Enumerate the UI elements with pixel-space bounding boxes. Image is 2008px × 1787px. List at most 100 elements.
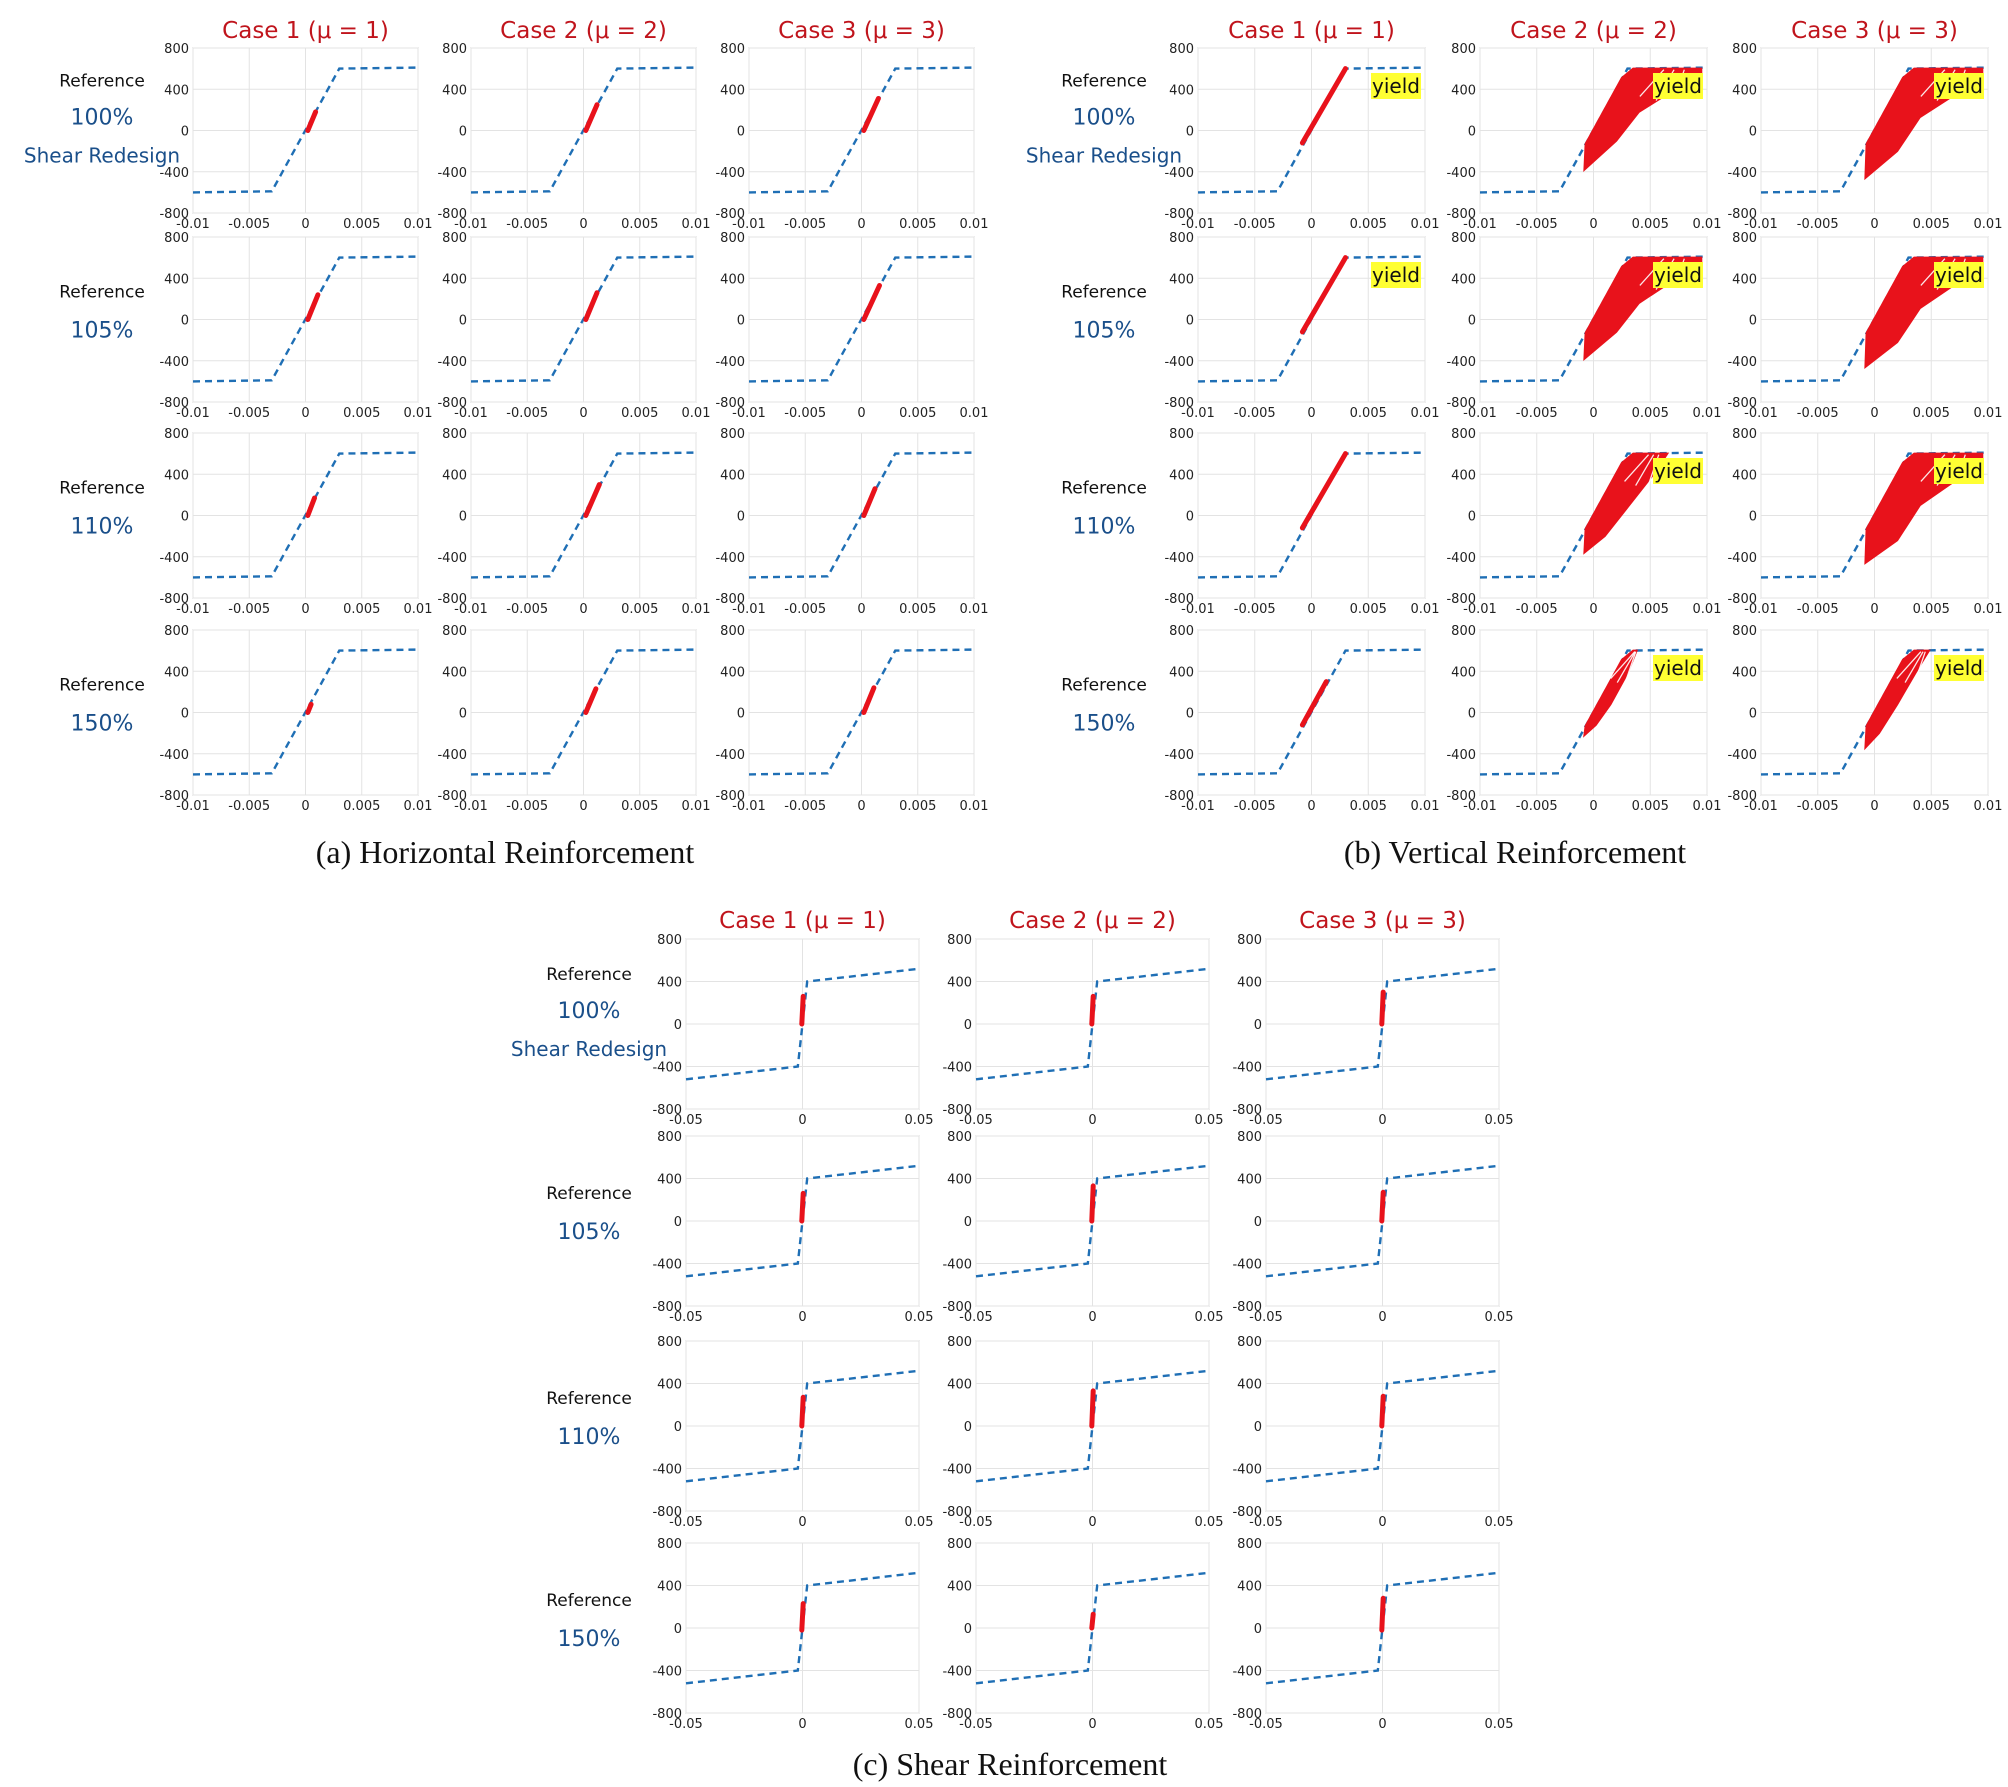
yield-label: yield	[1935, 263, 1983, 287]
response-line	[1089, 1388, 1096, 1429]
subplot: 800 400 0 -400 -800-0.05 0 0.05	[652, 1335, 933, 1530]
y-tick-label: -800	[652, 1103, 682, 1118]
x-tick-label: -0.01	[732, 799, 766, 814]
subplot: 800 400 0 -400 -800-0.01 -0.005 0 0.005 0.01	[437, 42, 710, 232]
x-tick-label: 0	[1307, 799, 1315, 814]
row-label-percent: 110%	[558, 1425, 621, 1450]
y-tick-label: -800	[1164, 592, 1194, 607]
x-tick-label: -0.05	[669, 1113, 703, 1128]
y-tick-label: -800	[1727, 396, 1757, 411]
x-tick-label: 0.01	[960, 406, 989, 421]
y-tick-label: 800	[1169, 427, 1194, 442]
y-tick-label: 0	[1749, 510, 1757, 525]
y-tick-label: -400	[1727, 355, 1757, 370]
x-tick-label: -0.05	[669, 1515, 703, 1530]
y-tick-label: 400	[164, 83, 189, 98]
x-tick-label: 0.01	[682, 602, 711, 617]
y-tick-label: -400	[715, 551, 745, 566]
y-tick-label: 800	[1451, 427, 1476, 442]
y-tick-label: 400	[657, 1378, 682, 1393]
x-tick-label: 0.005	[621, 602, 658, 617]
y-tick-label: -400	[715, 166, 745, 181]
row-label-reference: Reference	[1061, 283, 1147, 303]
y-tick-label: 800	[164, 624, 189, 639]
y-tick-label: 400	[947, 1173, 972, 1188]
subplot: 800 400 0 -400 -800-0.01 -0.005 0 0.005 0.01	[159, 427, 432, 617]
y-tick-label: -800	[159, 396, 189, 411]
row-label-reference: Reference	[59, 479, 145, 499]
x-tick-label: 0.01	[1693, 799, 1722, 814]
row-label-percent: 150%	[71, 712, 134, 737]
response-line	[1379, 1393, 1386, 1429]
response-line	[305, 109, 319, 133]
y-tick-label: 0	[964, 1622, 972, 1637]
x-tick-label: -0.01	[176, 406, 210, 421]
x-tick-label: 0.05	[905, 1515, 934, 1530]
y-tick-label: 400	[947, 976, 972, 991]
panel-caption: (a) Horizontal Reinforcement	[316, 834, 695, 870]
y-tick-label: 800	[1237, 1335, 1262, 1350]
y-tick-label: -800	[1232, 1300, 1262, 1315]
x-tick-label: 0.01	[404, 602, 433, 617]
response-line	[861, 96, 881, 133]
response-line	[799, 993, 806, 1027]
x-tick-label: 0	[857, 799, 865, 814]
subplot: 800 400 0 -400 -800-0.01 -0.005 0 0.005 0.01	[715, 231, 988, 421]
x-tick-label: 0.01	[404, 799, 433, 814]
x-tick-label: 0.01	[1693, 406, 1722, 421]
envelope-line	[1265, 1164, 1500, 1278]
y-tick-label: -800	[1232, 1505, 1262, 1520]
envelope-line	[685, 967, 920, 1081]
x-tick-label: 0.005	[343, 217, 380, 232]
y-tick-label: 400	[657, 976, 682, 991]
y-tick-label: 400	[1237, 1378, 1262, 1393]
yield-badge	[1371, 73, 1421, 99]
y-tick-label: 400	[1169, 83, 1194, 98]
y-tick-label: -800	[1446, 207, 1476, 222]
y-tick-label: -400	[1164, 748, 1194, 763]
envelope-line	[685, 1369, 920, 1483]
x-tick-label: -0.005	[1797, 217, 1839, 232]
y-tick-label: 0	[181, 314, 189, 329]
y-tick-label: 800	[1169, 231, 1194, 246]
subplot: 800 400 0 -400 -800-0.01 -0.005 0 0.005 0.01	[1164, 427, 1439, 617]
row-label-percent: 110%	[71, 515, 134, 540]
x-tick-label: 0.01	[1974, 406, 2003, 421]
y-tick-label: 400	[720, 83, 745, 98]
y-tick-label: -800	[652, 1505, 682, 1520]
y-tick-label: -400	[942, 1258, 972, 1273]
response-line	[799, 1190, 806, 1224]
x-tick-label: 0.005	[899, 406, 936, 421]
x-tick-label: -0.05	[1249, 1113, 1283, 1128]
envelope-line	[685, 1164, 920, 1278]
response-line	[583, 290, 600, 322]
y-tick-label: 400	[442, 272, 467, 287]
y-tick-label: 400	[1451, 665, 1476, 680]
response-line	[1379, 1189, 1386, 1224]
x-tick-label: 0	[1589, 217, 1597, 232]
response-line	[1089, 1183, 1096, 1224]
x-tick-label: -0.01	[1744, 602, 1778, 617]
y-tick-label: 400	[1451, 468, 1476, 483]
y-tick-label: 0	[1186, 125, 1194, 140]
x-tick-label: 0	[1378, 1310, 1386, 1325]
cycle-trace	[1610, 651, 1636, 679]
row-label-redesign: Shear Redesign	[1026, 144, 1182, 168]
x-tick-label: -0.005	[228, 602, 270, 617]
x-tick-label: -0.01	[176, 602, 210, 617]
case-header: Case 3 (μ = 3)	[1791, 18, 1958, 44]
subplot: 800 400 0 -400 -800-0.05 0 0.05	[942, 1537, 1223, 1732]
x-tick-label: 0.01	[1411, 217, 1440, 232]
y-tick-label: 400	[164, 665, 189, 680]
x-tick-label: 0	[301, 217, 309, 232]
y-tick-label: -400	[942, 1463, 972, 1478]
y-tick-label: 0	[1254, 1215, 1262, 1230]
x-tick-label: -0.01	[1181, 217, 1215, 232]
x-tick-label: 0	[857, 406, 865, 421]
x-tick-label: 0	[1307, 406, 1315, 421]
y-tick-label: 0	[964, 1018, 972, 1033]
y-tick-label: -400	[1164, 166, 1194, 181]
y-tick-label: -800	[1232, 1707, 1262, 1722]
x-tick-label: 0	[798, 1113, 806, 1128]
